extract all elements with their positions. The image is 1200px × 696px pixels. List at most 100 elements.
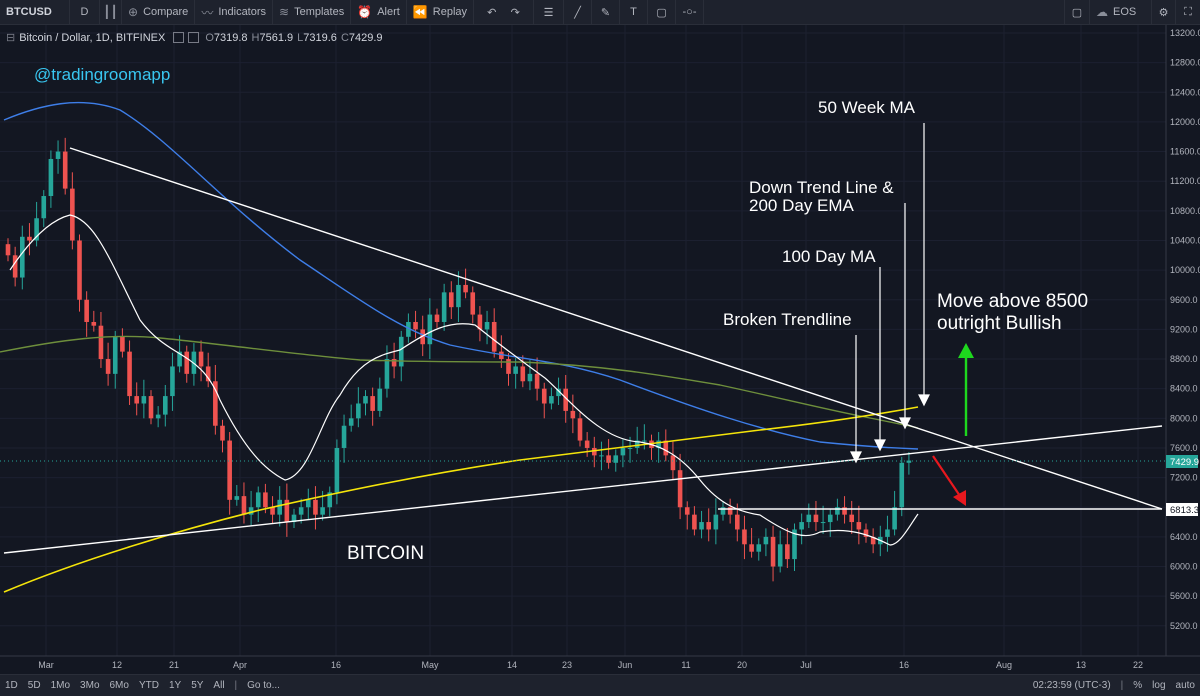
symbol-search[interactable]: BTCUSD	[0, 0, 70, 24]
redo-icon[interactable]: ↷	[510, 6, 520, 19]
watermark-handle: @tradingroomapp	[34, 65, 170, 84]
candle-body	[263, 492, 268, 508]
brush-tool[interactable]: ✎	[592, 0, 621, 24]
red-arrow-head	[953, 490, 966, 506]
candle-body	[856, 522, 862, 530]
time-tick-label: 11	[681, 660, 690, 670]
time-tick-label: Apr	[233, 660, 247, 670]
crosshair-tool[interactable]: ☰	[534, 0, 565, 24]
range-button[interactable]: 5D	[27, 680, 41, 691]
time-axis[interactable]: Mar 12 21 Apr 16 May 14 23 Jun 11 20 Jul 16 Aug 13 22	[38, 660, 1143, 670]
price-tick-label: 13200.0	[1170, 28, 1200, 38]
fullscreen-icon: ⛶	[1184, 5, 1192, 18]
candle-body	[291, 514, 297, 523]
candle-body	[527, 373, 533, 382]
candle-body	[155, 414, 161, 419]
candle-body	[706, 522, 711, 530]
candle-body	[377, 388, 383, 411]
candle-body	[835, 507, 840, 515]
candle-body	[670, 455, 676, 471]
time-tick-label: 21	[169, 660, 179, 670]
candle-body	[270, 507, 275, 515]
range-button[interactable]: 1D	[5, 680, 18, 691]
current-price-value: 7429.9	[1170, 457, 1199, 468]
collapse-icon[interactable]: ⊟	[6, 32, 16, 44]
interval-button[interactable]: D	[70, 0, 100, 24]
goto-button[interactable]: Go to...	[247, 680, 280, 691]
range-button[interactable]: 3Mo	[80, 680, 100, 691]
cloud-label: EOS	[1113, 6, 1137, 18]
range-button[interactable]: 6Mo	[109, 680, 129, 691]
replay-button[interactable]: ⏪ Replay	[407, 0, 475, 24]
candle-body	[120, 336, 125, 352]
chart-style-button[interactable]: ┃┃	[100, 0, 122, 24]
measure-icon: -○-	[682, 6, 697, 18]
green-arrow-head	[958, 343, 974, 358]
candle-body	[599, 455, 604, 457]
templates-button[interactable]: ≋ Templates	[273, 0, 352, 24]
price-tick-label: 8000.0	[1170, 413, 1198, 423]
candle-body	[499, 351, 504, 360]
candle-body	[320, 507, 325, 515]
candle-body	[520, 366, 526, 382]
candle-body	[820, 522, 826, 524]
layout-icon: ▢	[1071, 6, 1083, 19]
candle-body	[813, 514, 819, 523]
high-value: 7561.9	[259, 31, 294, 44]
log-toggle[interactable]: log	[1152, 680, 1166, 691]
candle-body	[606, 455, 611, 463]
compare-button[interactable]: ⊕ Compare	[122, 0, 196, 24]
symbol-title: Bitcoin / Dollar, 1D, BITFINEX	[19, 31, 166, 44]
indicators-button[interactable]: 〰 Indicators	[195, 0, 274, 24]
candle-body	[449, 292, 454, 308]
candle-body	[570, 410, 576, 419]
indicators-label: Indicators	[218, 6, 267, 18]
candle-body	[613, 455, 619, 463]
trendline-tool[interactable]: ╱	[564, 0, 593, 24]
bottom-right: 02:23:59 (UTC-3) | % log auto	[1028, 675, 1200, 696]
measure-tool[interactable]: -○-	[676, 0, 705, 24]
candle-body	[541, 388, 547, 404]
low-value: 7319.6	[303, 31, 337, 44]
range-button[interactable]: All	[213, 680, 225, 691]
auto-toggle[interactable]: auto	[1175, 680, 1195, 691]
brush-icon: ✎	[600, 6, 611, 19]
price-axis[interactable]: 13200.0 12800.0 12400.0 12000.0 11600.0 11200…	[1170, 28, 1200, 631]
fullscreen-button[interactable]: ⛶	[1176, 0, 1200, 24]
candle-body	[785, 544, 790, 560]
settings-icon[interactable]	[188, 32, 200, 43]
shape-tool[interactable]: ▢	[648, 0, 677, 24]
arrow-head-downtrend	[899, 417, 911, 430]
price-tick-label: 9200.0	[1170, 324, 1198, 334]
bearish-arrow	[932, 455, 966, 506]
candles	[5, 137, 912, 582]
candle-body	[356, 403, 361, 419]
gear-icon: ⚙	[1158, 6, 1169, 19]
time-tick-label: 16	[899, 660, 909, 670]
settings-button[interactable]: ⚙	[1152, 0, 1176, 24]
candle-body	[413, 321, 418, 330]
interval-label: D	[80, 6, 89, 18]
price-chart[interactable]: @tradingroomapp 50 Week MA Down Trend Li…	[0, 25, 1200, 674]
visibility-icon[interactable]	[173, 32, 185, 43]
rectangle-icon: ▢	[656, 6, 667, 19]
percent-toggle[interactable]: %	[1133, 680, 1143, 691]
candle-body	[742, 529, 747, 545]
alert-button[interactable]: ⏰ Alert	[351, 0, 407, 24]
time-tick-label: Aug	[996, 660, 1012, 670]
range-button[interactable]: 5Y	[191, 680, 204, 691]
candle-body	[684, 507, 690, 515]
text-tool[interactable]: T	[620, 0, 649, 24]
layout-button[interactable]: ▢	[1064, 0, 1090, 24]
range-button[interactable]: 1Y	[168, 680, 182, 691]
candle-body	[34, 218, 39, 241]
candle-body	[506, 359, 511, 374]
candle-body	[799, 522, 804, 530]
range-button[interactable]: YTD	[138, 680, 159, 691]
candle-body	[470, 292, 476, 315]
undo-icon[interactable]: ↶	[487, 6, 497, 19]
cloud-save-button[interactable]: ☁ EOS	[1090, 0, 1152, 24]
candle-body	[277, 499, 282, 515]
range-button[interactable]: 1Mo	[50, 680, 71, 691]
replay-icon: ⏪	[412, 5, 428, 19]
